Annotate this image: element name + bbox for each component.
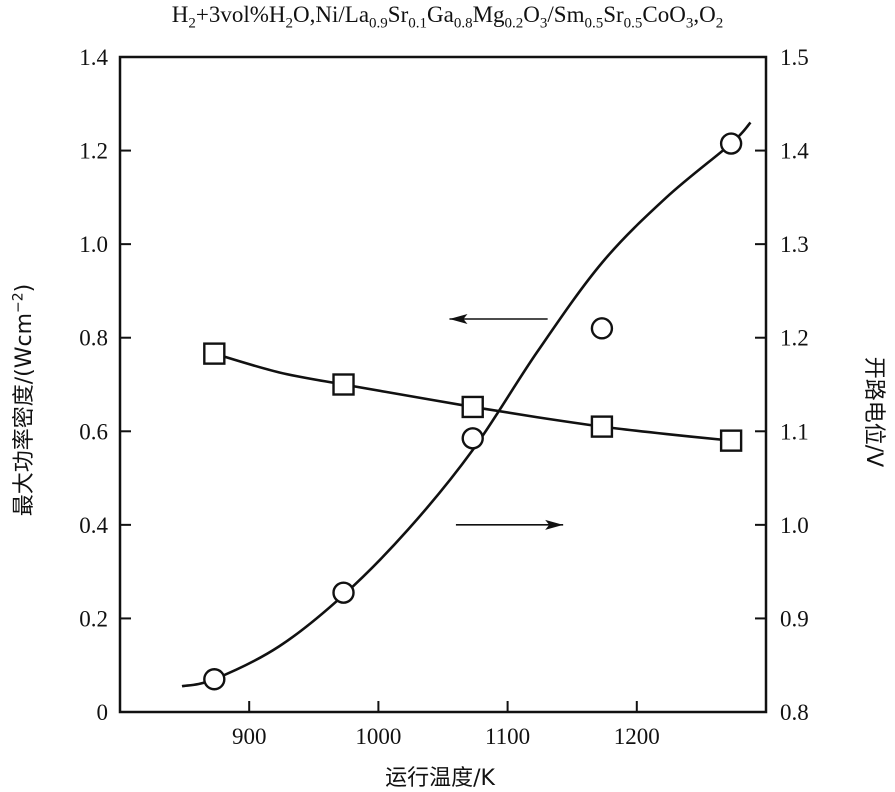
- left-tick-label: 0.2: [79, 606, 108, 631]
- x-axis-label: 运行温度/K: [385, 766, 495, 791]
- right-axis-label: 开路电位/V: [861, 356, 886, 468]
- right-axis-ticks: 0.8 0.9 1.0 1.1 1.2 1.3 1.4 1.5: [755, 45, 809, 725]
- right-tick-label: 0.8: [780, 700, 809, 725]
- circle-point: [332, 581, 355, 604]
- left-axis-ticks: 0 0.2 0.4 0.6 0.8 1.0 1.2 1.4: [79, 45, 131, 725]
- right-arrow-head: [545, 519, 564, 530]
- left-tick-label: 1.2: [79, 139, 108, 164]
- x-tick-label: 1200: [614, 724, 660, 749]
- square-point: [590, 415, 614, 438]
- x-tick-label: 900: [232, 724, 267, 749]
- left-tick-label: 0.8: [79, 326, 108, 351]
- x-tick-label: 1000: [355, 724, 401, 749]
- right-tick-label: 1.2: [780, 326, 809, 351]
- series-line-circle: [181, 121, 752, 688]
- circle-point: [590, 317, 614, 340]
- left-tick-label: 0: [97, 700, 109, 725]
- left-tick-label: 0.6: [79, 419, 108, 444]
- square-point: [461, 395, 484, 419]
- circle-point: [461, 427, 484, 450]
- series-markers: [203, 132, 743, 691]
- left-arrow-head: [449, 314, 468, 324]
- left-axis-label: 最大功率密度/(Wcm−2): [10, 283, 37, 517]
- x-tick-label: 1100: [485, 724, 530, 749]
- right-tick-label: 1.4: [780, 139, 809, 164]
- square-point: [332, 373, 355, 396]
- square-point: [203, 342, 226, 365]
- plot-frame: [118, 55, 768, 714]
- left-tick-label: 1.0: [79, 232, 108, 257]
- right-tick-label: 1.1: [780, 419, 809, 444]
- circle-point: [203, 668, 226, 691]
- left-tick-label: 1.4: [79, 45, 108, 70]
- left-tick-label: 0.4: [79, 513, 108, 538]
- circle-point: [719, 132, 743, 155]
- right-tick-label: 1.0: [780, 513, 809, 538]
- axis-arrows: [449, 314, 564, 530]
- square-point: [719, 429, 743, 452]
- right-tick-label: 1.5: [780, 45, 809, 70]
- chart-title: H2+3vol%H2O,Ni/La0.9Sr0.1Ga0.8Mg0.2O3/Sm…: [171, 2, 724, 32]
- right-tick-label: 0.9: [780, 606, 809, 631]
- x-axis-ticks: 900 1000 1100 1200: [232, 701, 660, 749]
- right-tick-label: 1.3: [780, 232, 809, 257]
